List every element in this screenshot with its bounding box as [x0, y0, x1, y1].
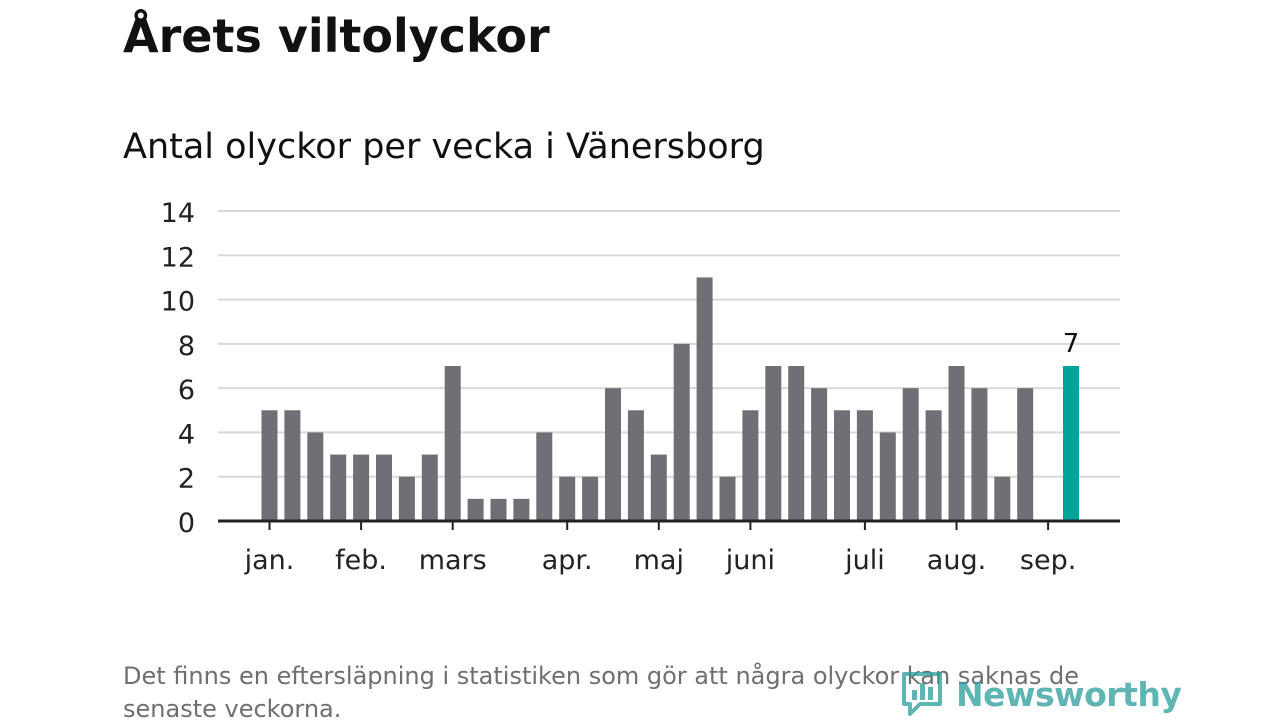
bar	[536, 432, 553, 521]
bar	[376, 454, 392, 521]
bar	[971, 388, 988, 521]
newsworthy-logo[interactable]: Newsworthy	[900, 668, 1182, 720]
x-tick-label: sep.	[1020, 545, 1076, 576]
y-tick-label: 4	[178, 419, 195, 450]
x-tick-label: apr.	[542, 545, 593, 576]
x-tick-label: jan.	[244, 545, 295, 576]
y-tick-label: 14	[161, 198, 195, 229]
bar	[513, 498, 530, 521]
bar	[398, 476, 415, 521]
bar	[353, 454, 370, 521]
bars	[261, 277, 1079, 521]
bar	[948, 366, 965, 521]
bar	[925, 410, 942, 521]
y-tick-label: 2	[178, 464, 195, 495]
bar	[284, 410, 301, 521]
bar	[421, 454, 438, 521]
bar	[811, 388, 828, 521]
bar	[673, 343, 690, 521]
bar	[261, 410, 278, 521]
tick-labels: 0 2 4 6 8 10 12 14 7 jan. feb. mars apr. maj juni juli a…	[161, 198, 1080, 576]
highlighted-bar	[1063, 366, 1079, 521]
bar	[650, 454, 667, 521]
bar	[467, 498, 484, 521]
y-tick-label: 8	[178, 331, 195, 362]
x-tick-label: aug.	[927, 545, 986, 576]
chart-title: Årets viltolyckor	[123, 9, 550, 63]
bar	[856, 410, 873, 521]
bar	[902, 388, 919, 521]
y-tick-label: 0	[178, 508, 195, 539]
y-tick-label: 12	[161, 242, 195, 273]
y-tick-label: 6	[178, 375, 195, 406]
y-tick-label: 10	[161, 287, 195, 318]
bar	[330, 454, 347, 521]
x-tick-label: juni	[725, 545, 775, 576]
chart-subtitle: Antal olyckor per vecka i Vänersborg	[123, 127, 765, 167]
bar	[605, 388, 621, 521]
bar	[834, 410, 850, 521]
newsworthy-logo-icon	[902, 672, 942, 716]
x-tick-label: juli	[844, 545, 885, 576]
bar	[719, 476, 736, 521]
bar	[742, 410, 759, 521]
bar	[627, 410, 644, 521]
bar	[1017, 388, 1034, 521]
bar	[490, 498, 507, 521]
bar	[696, 277, 713, 521]
bar	[765, 366, 782, 521]
x-tick-label: feb.	[335, 545, 387, 576]
x-axis	[218, 519, 1120, 530]
highlight-data-label: 7	[1063, 329, 1080, 359]
bar	[994, 476, 1011, 521]
bar	[307, 432, 324, 521]
newsworthy-logo-text: Newsworthy	[956, 674, 1182, 714]
bar	[559, 476, 576, 521]
x-tick-label: mars	[419, 545, 487, 576]
x-tick-label: maj	[634, 545, 684, 576]
bar	[788, 366, 805, 521]
bar	[444, 366, 461, 521]
bar	[582, 476, 599, 521]
bar	[879, 432, 896, 521]
